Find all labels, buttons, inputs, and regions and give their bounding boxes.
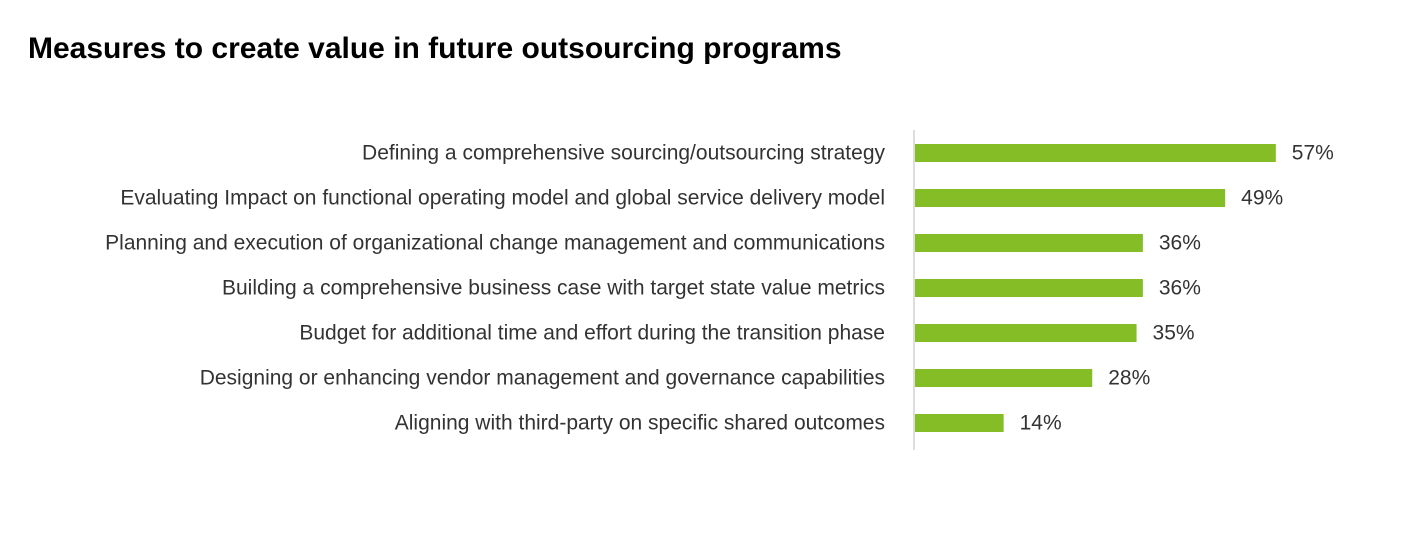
category-label: Designing or enhancing vendor management… — [200, 367, 885, 390]
value-label: 36% — [1159, 232, 1201, 255]
category-label: Building a comprehensive business case w… — [222, 277, 885, 300]
bar — [915, 234, 1143, 252]
value-label: 35% — [1153, 322, 1195, 345]
value-label: 28% — [1108, 367, 1150, 390]
category-label: Evaluating Impact on functional operatin… — [120, 187, 885, 210]
value-label: 57% — [1292, 142, 1334, 165]
value-label: 49% — [1241, 187, 1283, 210]
category-label: Planning and execution of organizational… — [105, 232, 885, 255]
bar — [915, 414, 1004, 432]
bar — [915, 144, 1276, 162]
chart-title: Measures to create value in future outso… — [28, 32, 842, 65]
bar — [915, 189, 1226, 207]
category-label: Aligning with third-party on specific sh… — [395, 412, 885, 435]
category-label: Budget for additional time and effort du… — [299, 322, 885, 345]
bar — [915, 369, 1093, 387]
bar — [915, 324, 1137, 342]
value-label: 14% — [1020, 412, 1062, 435]
category-label: Defining a comprehensive sourcing/outsou… — [362, 142, 885, 165]
value-label: 36% — [1159, 277, 1201, 300]
bar — [915, 279, 1143, 297]
